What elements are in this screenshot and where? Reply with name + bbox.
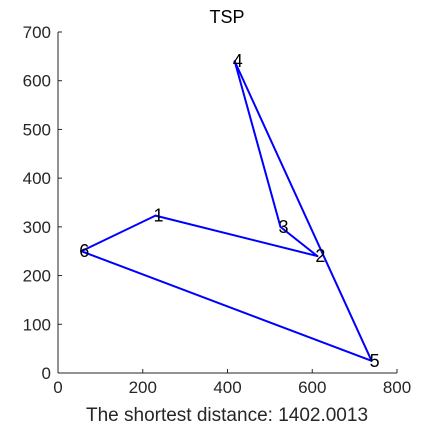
plot-area: 0 200 400 600 800 0 100 200 300 400 500 600 700 1 2 3… bbox=[23, 23, 412, 397]
x-tick-label: 400 bbox=[213, 378, 241, 397]
node-label-5: 5 bbox=[370, 351, 380, 371]
y-tick-label: 0 bbox=[42, 364, 51, 383]
y-tick-label: 600 bbox=[23, 72, 51, 91]
node-label-3: 3 bbox=[278, 217, 288, 237]
tour-route bbox=[81, 61, 371, 361]
x-axis-label: The shortest distance: 1402.0013 bbox=[86, 405, 368, 426]
y-tick-label: 700 bbox=[23, 23, 51, 42]
x-tick-label: 200 bbox=[129, 378, 157, 397]
x-tick-label: 800 bbox=[383, 378, 411, 397]
x-tick-label: 0 bbox=[53, 378, 62, 397]
y-axis-ticks: 0 100 200 300 400 500 600 700 bbox=[23, 23, 62, 383]
node-label-1: 1 bbox=[153, 206, 163, 226]
y-tick-label: 200 bbox=[23, 267, 51, 286]
chart-title: TSP bbox=[209, 7, 244, 27]
y-tick-label: 500 bbox=[23, 120, 51, 139]
node-labels: 1 2 3 4 5 6 bbox=[79, 51, 379, 371]
y-tick-label: 100 bbox=[23, 315, 51, 334]
node-label-6: 6 bbox=[79, 241, 89, 261]
y-tick-label: 400 bbox=[23, 169, 51, 188]
node-label-4: 4 bbox=[233, 51, 243, 71]
route-segment-6-1 bbox=[81, 216, 155, 252]
node-label-2: 2 bbox=[315, 246, 325, 266]
x-tick-label: 600 bbox=[298, 378, 326, 397]
y-tick-label: 300 bbox=[23, 218, 51, 237]
